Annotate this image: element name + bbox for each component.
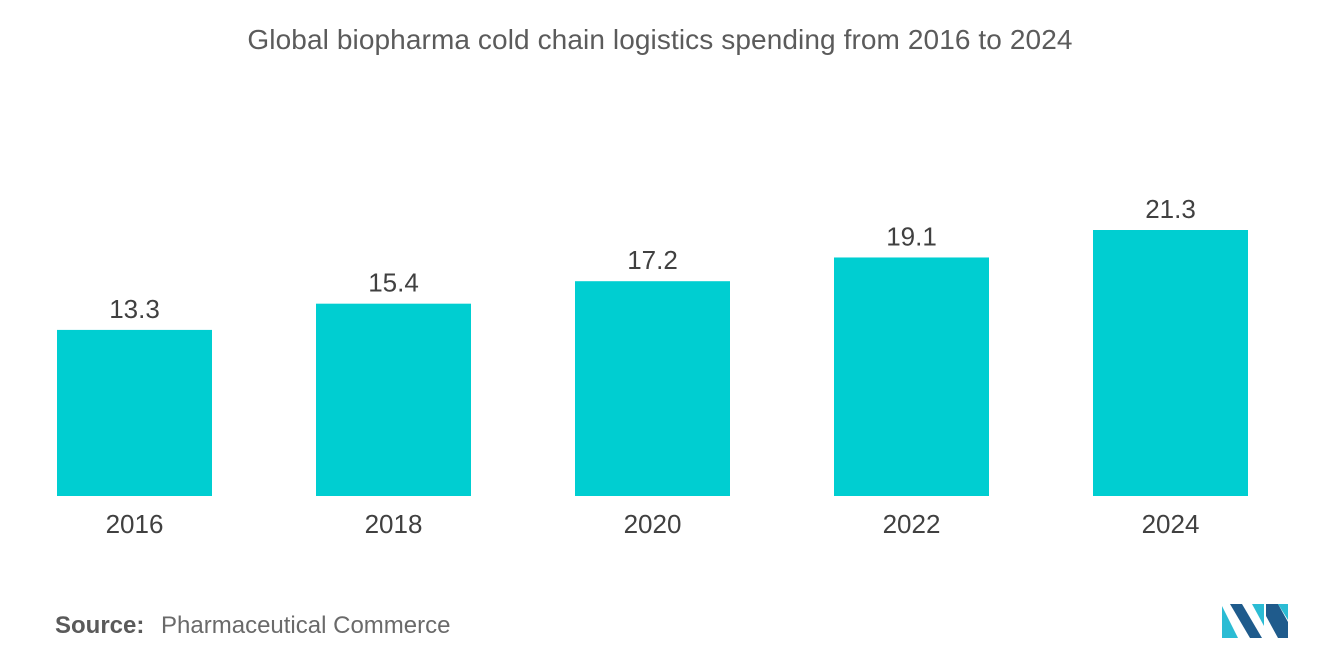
logo-left-stroke bbox=[1222, 606, 1238, 638]
value-label-2020: 17.2 bbox=[627, 245, 678, 275]
source-text: Pharmaceutical Commerce bbox=[161, 612, 451, 639]
bar-2024 bbox=[1093, 230, 1248, 496]
bar-2018 bbox=[316, 303, 471, 496]
value-labels-layer: 13.3 15.4 17.2 19.1 21.3 bbox=[109, 194, 1196, 324]
x-tick-label-2020: 2020 bbox=[624, 509, 682, 539]
source-label: Source: bbox=[55, 612, 145, 639]
logo-mid-stroke bbox=[1230, 604, 1262, 638]
x-axis-ticks-layer: 2016 2018 2020 2022 2024 bbox=[106, 509, 1200, 539]
bar-2022 bbox=[834, 257, 989, 496]
value-label-2018: 15.4 bbox=[368, 268, 419, 298]
x-tick-label-2022: 2022 bbox=[883, 509, 941, 539]
company-logo-icon bbox=[1222, 604, 1288, 638]
source-note: Source: Pharmaceutical Commerce bbox=[55, 612, 450, 640]
bar-2020 bbox=[575, 281, 730, 496]
bar-2016 bbox=[57, 329, 212, 496]
value-label-2016: 13.3 bbox=[109, 294, 160, 324]
x-tick-label-2016: 2016 bbox=[106, 509, 164, 539]
bars-layer bbox=[57, 230, 1248, 496]
x-tick-label-2018: 2018 bbox=[365, 509, 423, 539]
bar-chart: 13.3 15.4 17.2 19.1 21.3 2016 2018 2020 2022 202… bbox=[57, 194, 1248, 539]
value-label-2022: 19.1 bbox=[886, 221, 937, 251]
logo-right-stroke bbox=[1266, 604, 1288, 638]
chart-title: Global biopharma cold chain logistics sp… bbox=[247, 24, 1073, 55]
logo-mid-light bbox=[1252, 604, 1264, 626]
x-tick-label-2024: 2024 bbox=[1142, 509, 1200, 539]
value-label-2024: 21.3 bbox=[1145, 194, 1196, 224]
logo-right-light bbox=[1278, 604, 1288, 620]
